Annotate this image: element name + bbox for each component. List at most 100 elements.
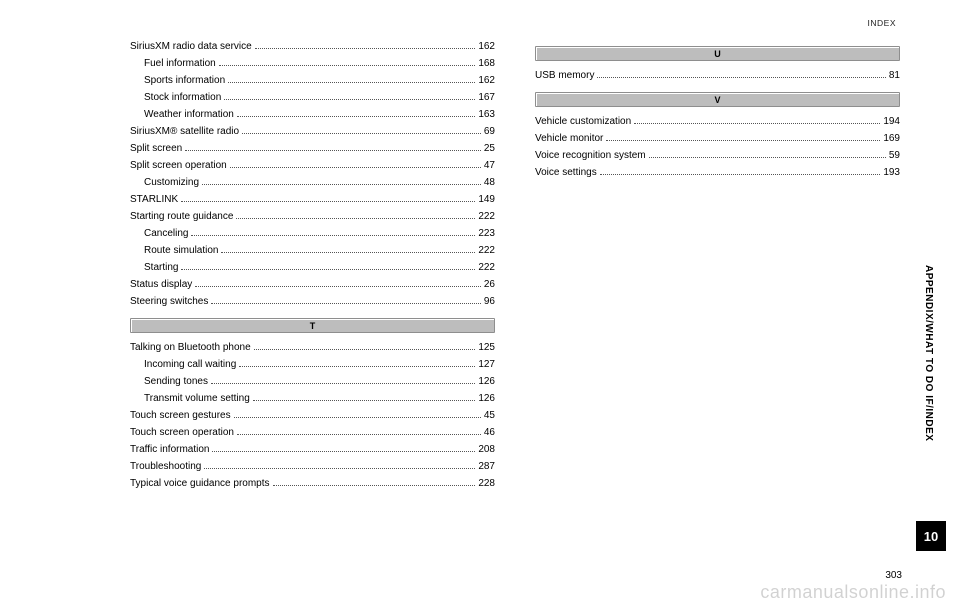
index-entry-page: 81 — [889, 67, 900, 84]
index-entry: Stock information 167 — [130, 89, 495, 106]
index-entry-leader — [219, 65, 476, 66]
index-entry: Traffic information 208 — [130, 441, 495, 458]
index-entry-page: 228 — [478, 475, 495, 492]
index-entry-leader — [237, 434, 481, 435]
index-entry: Status display 26 — [130, 276, 495, 293]
index-entry-leader — [253, 400, 476, 401]
index-entry-page: 25 — [484, 140, 495, 157]
index-entry: Vehicle customization 194 — [535, 113, 900, 130]
index-entry-leader — [195, 286, 481, 287]
index-entry-leader — [202, 184, 481, 185]
index-entry-label: STARLINK — [130, 191, 178, 208]
index-entry: Voice recognition system 59 — [535, 147, 900, 164]
index-entry: Sending tones 126 — [130, 373, 495, 390]
index-entry-label: Canceling — [144, 225, 188, 242]
index-entry-label: Touch screen gestures — [130, 407, 231, 424]
index-entry-leader — [237, 116, 475, 117]
index-entry-leader — [600, 174, 881, 175]
index-entry-label: Starting route guidance — [130, 208, 233, 225]
index-entry-leader — [236, 218, 475, 219]
index-entry-page: 222 — [478, 259, 495, 276]
index-entry-label: Customizing — [144, 174, 199, 191]
index-entry-label: Stock information — [144, 89, 221, 106]
index-entry-label: Incoming call waiting — [144, 356, 236, 373]
index-entry-leader — [181, 269, 475, 270]
index-entry-leader — [204, 468, 475, 469]
index-entry-leader — [273, 485, 476, 486]
index-entry: Canceling 223 — [130, 225, 495, 242]
index-entry-page: 194 — [883, 113, 900, 130]
index-entry-page: 127 — [478, 356, 495, 373]
index-entry-page: 96 — [484, 293, 495, 310]
index-entry-label: Starting — [144, 259, 178, 276]
index-entry: SiriusXM radio data service 162 — [130, 38, 495, 55]
index-entry: Weather information 163 — [130, 106, 495, 123]
index-entry-label: Fuel information — [144, 55, 216, 72]
index-entry-label: SiriusXM® satellite radio — [130, 123, 239, 140]
index-entry: Steering switches 96 — [130, 293, 495, 310]
index-entry-page: 125 — [478, 339, 495, 356]
index-entry-label: Split screen — [130, 140, 182, 157]
index-entry: Incoming call waiting 127 — [130, 356, 495, 373]
index-entry-leader — [242, 133, 481, 134]
index-entry-page: 169 — [883, 130, 900, 147]
index-entry: Talking on Bluetooth phone 125 — [130, 339, 495, 356]
index-entry: Split screen 25 — [130, 140, 495, 157]
index-entry-leader — [255, 48, 476, 49]
index-entry-label: Split screen operation — [130, 157, 227, 174]
index-entry-leader — [230, 167, 481, 168]
index-entry-leader — [254, 349, 476, 350]
index-entry-leader — [212, 451, 475, 452]
index-entry-leader — [181, 201, 475, 202]
index-entry-page: 163 — [478, 106, 495, 123]
index-entry-page: 26 — [484, 276, 495, 293]
index-entry-leader — [185, 150, 481, 151]
index-entry-page: 46 — [484, 424, 495, 441]
index-entry-label: Weather information — [144, 106, 234, 123]
index-entry-page: 126 — [478, 373, 495, 390]
index-entry-leader — [228, 82, 475, 83]
index-entry-label: USB memory — [535, 67, 594, 84]
page-header: INDEX — [130, 18, 900, 28]
index-entry-page: 193 — [883, 164, 900, 181]
index-entry: Route simulation 222 — [130, 242, 495, 259]
index-entry: Troubleshooting 287 — [130, 458, 495, 475]
section-bar-v: V — [535, 92, 900, 107]
index-entry: Voice settings 193 — [535, 164, 900, 181]
index-entry-page: 48 — [484, 174, 495, 191]
side-section-label: APPENDIX/WHAT TO DO IF/INDEX — [923, 265, 934, 441]
index-entry-label: Sports information — [144, 72, 225, 89]
index-entry-leader — [221, 252, 475, 253]
index-entry-page: 167 — [478, 89, 495, 106]
index-entry: Touch screen gestures 45 — [130, 407, 495, 424]
section-bar-t: T — [130, 318, 495, 333]
index-entry-label: Status display — [130, 276, 192, 293]
index-entry: Touch screen operation 46 — [130, 424, 495, 441]
index-entry-page: 59 — [889, 147, 900, 164]
chapter-tab: 10 — [916, 521, 946, 551]
index-entry: Fuel information 168 — [130, 55, 495, 72]
index-entry-leader — [634, 123, 880, 124]
index-entry-page: 223 — [478, 225, 495, 242]
index-entry-leader — [239, 366, 475, 367]
index-entry-page: 222 — [478, 208, 495, 225]
index-entry-label: Traffic information — [130, 441, 209, 458]
index-entry-label: Sending tones — [144, 373, 208, 390]
index-entry-leader — [597, 77, 885, 78]
index-entry-leader — [606, 140, 880, 141]
index-entry-label: Touch screen operation — [130, 424, 234, 441]
index-entry-leader — [234, 417, 481, 418]
index-entry-page: 45 — [484, 407, 495, 424]
index-entry-label: Vehicle customization — [535, 113, 631, 130]
index-entry-page: 47 — [484, 157, 495, 174]
index-entry: Customizing 48 — [130, 174, 495, 191]
watermark: carmanualsonline.info — [760, 582, 946, 603]
index-entry-label: Talking on Bluetooth phone — [130, 339, 251, 356]
index-entry-label: Typical voice guidance prompts — [130, 475, 270, 492]
index-entry-label: Vehicle monitor — [535, 130, 603, 147]
index-entry-label: Route simulation — [144, 242, 218, 259]
index-entry: SiriusXM® satellite radio 69 — [130, 123, 495, 140]
index-entry-page: 287 — [478, 458, 495, 475]
index-entry: Starting 222 — [130, 259, 495, 276]
index-entry-page: 126 — [478, 390, 495, 407]
